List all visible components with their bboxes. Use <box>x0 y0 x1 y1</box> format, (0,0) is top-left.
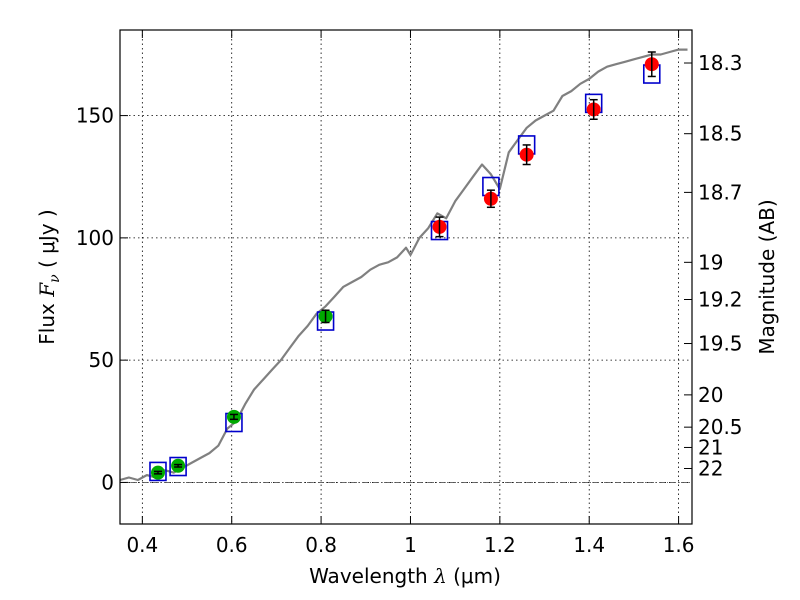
y2-axis-title: Magnitude (AB) <box>755 199 779 354</box>
x-axis-title: Wavelength λ (μm) <box>309 564 501 588</box>
x-tick-label: 1.2 <box>484 533 516 557</box>
y2-tick-label: 19.5 <box>698 332 743 356</box>
y2-tick-label: 18.7 <box>698 180 743 204</box>
grid <box>120 30 692 524</box>
y2-tick-label: 18.3 <box>698 51 743 75</box>
spectrum-series <box>119 48 688 482</box>
spectrum-line <box>119 48 688 482</box>
tick-labels: 0.4 0.6 0.8 1 1.2 1.4 1.6 0 50 100 150 18.3 18.5 18.7… <box>76 51 743 557</box>
x-tick-label: 1.4 <box>573 533 605 557</box>
y2-tick-label: 20.5 <box>698 415 743 439</box>
x-tick-label: 1.6 <box>663 533 695 557</box>
y-tick-label: 150 <box>76 104 114 128</box>
y2-tick-label: 20 <box>698 383 723 407</box>
x-tick-label: 0.4 <box>126 533 158 557</box>
model-square-marker <box>149 461 167 482</box>
x-tick-label: 1 <box>404 533 417 557</box>
plot-frame <box>119 29 693 525</box>
y2-tick-label: 19 <box>698 250 723 274</box>
axes <box>119 29 693 525</box>
x-tick-label: 0.6 <box>216 533 248 557</box>
y-axis-title: Flux Fν ( μJy ) <box>35 209 63 344</box>
model-square-marker <box>169 456 187 477</box>
y2-tick-label: 18.5 <box>698 122 743 146</box>
y-tick-label: 50 <box>89 348 114 372</box>
x-tick-label: 0.8 <box>305 533 337 557</box>
observed-photometry-series <box>150 51 659 480</box>
model-photometry-series <box>149 64 661 482</box>
y2-tick-label: 19.2 <box>698 287 743 311</box>
y-tick-label: 0 <box>101 470 114 494</box>
y2-tick-label: 22 <box>698 456 723 480</box>
y2-tick-label: 21 <box>698 435 723 459</box>
y-tick-label: 100 <box>76 226 114 250</box>
